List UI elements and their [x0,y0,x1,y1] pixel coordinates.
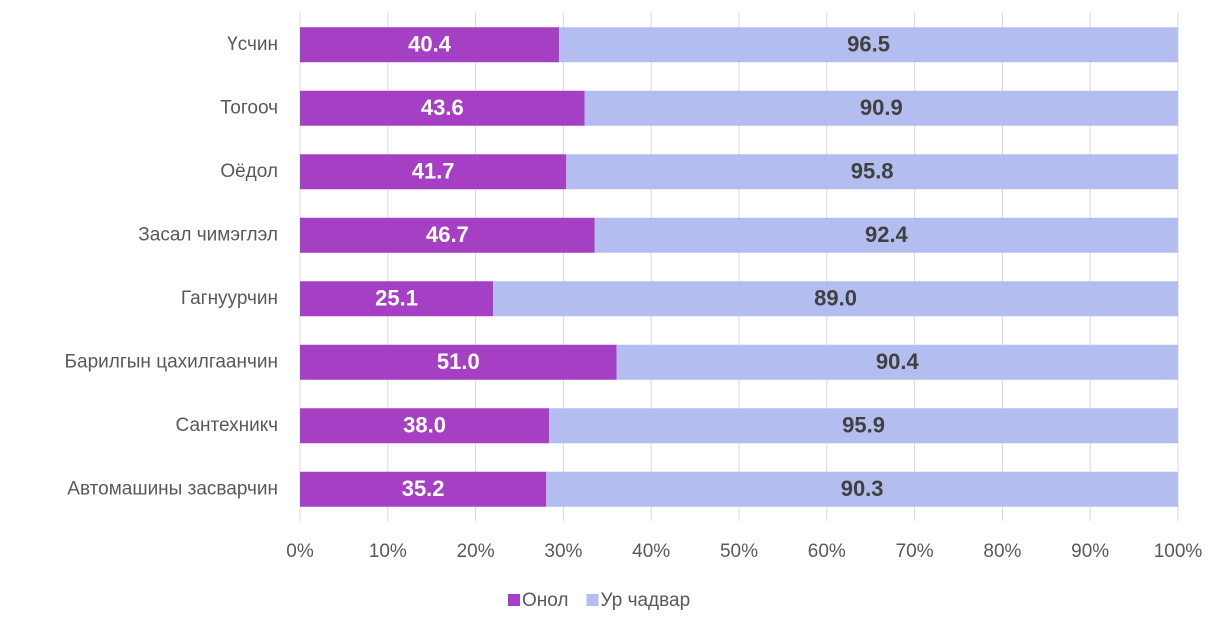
bar-segment [300,27,560,63]
bar-segment [616,344,1178,380]
legend-label: Ур чадвар [601,590,691,611]
data-label: 90.4 [876,349,920,374]
x-tick-label: 10% [369,541,407,562]
y-tick-label: Автомашины засварчин [67,478,278,499]
bar-segment [594,217,1178,253]
data-label: 95.9 [842,413,885,438]
bar-segment [300,90,585,126]
x-tick-label: 60% [808,541,846,562]
data-label: 40.4 [408,32,452,57]
data-label: 25.1 [375,286,418,311]
bar-segment [300,217,595,253]
bar-segment [300,154,567,190]
bar-segment [300,408,550,444]
data-label: 46.7 [426,222,469,247]
y-tick-label: Тогооч [220,97,278,118]
bar-segment [546,471,1178,507]
data-label: 43.6 [421,95,464,120]
y-tick-label: Гагнуурчин [181,288,278,309]
data-label: 90.9 [860,95,903,120]
data-label: 38.0 [403,413,446,438]
y-tick-label: Үсчин [227,34,278,55]
y-tick-label: Барилгын цахилгаанчин [65,351,278,372]
bar-segment [493,281,1178,317]
data-label: 41.7 [412,159,455,184]
bar-segment [300,344,617,380]
bar-segment [566,154,1178,190]
data-label: 89.0 [814,286,857,311]
data-label: 92.4 [865,222,909,247]
legend-swatch [508,594,520,606]
x-tick-label: 70% [896,541,934,562]
x-tick-label: 30% [544,541,582,562]
y-tick-label: Засал чимэглэл [138,224,278,245]
x-tick-label: 0% [286,541,314,562]
data-label: 96.5 [847,32,890,57]
data-label: 51.0 [437,349,480,374]
data-label: 90.3 [841,476,884,501]
bar-segment [584,90,1178,126]
x-tick-label: 80% [983,541,1021,562]
x-tick-label: 90% [1071,541,1109,562]
x-tick-label: 100% [1154,541,1203,562]
legend-label: Онол [522,590,569,611]
x-tick-label: 50% [720,541,758,562]
bar-segment [549,408,1178,444]
bar-segment [559,27,1178,63]
bar-segment [300,281,494,317]
y-tick-label: Оёдол [220,161,278,182]
y-tick-label: Сантехникч [176,415,278,436]
x-tick-label: 20% [457,541,495,562]
x-tick-label: 40% [632,541,670,562]
data-label: 95.8 [851,159,894,184]
data-label: 35.2 [402,476,445,501]
bar-segment [300,471,547,507]
legend-swatch [586,594,599,606]
